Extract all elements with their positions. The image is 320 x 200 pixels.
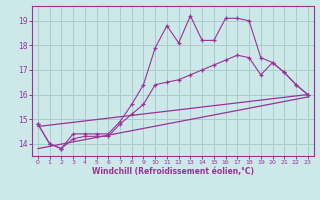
X-axis label: Windchill (Refroidissement éolien,°C): Windchill (Refroidissement éolien,°C) [92, 167, 254, 176]
